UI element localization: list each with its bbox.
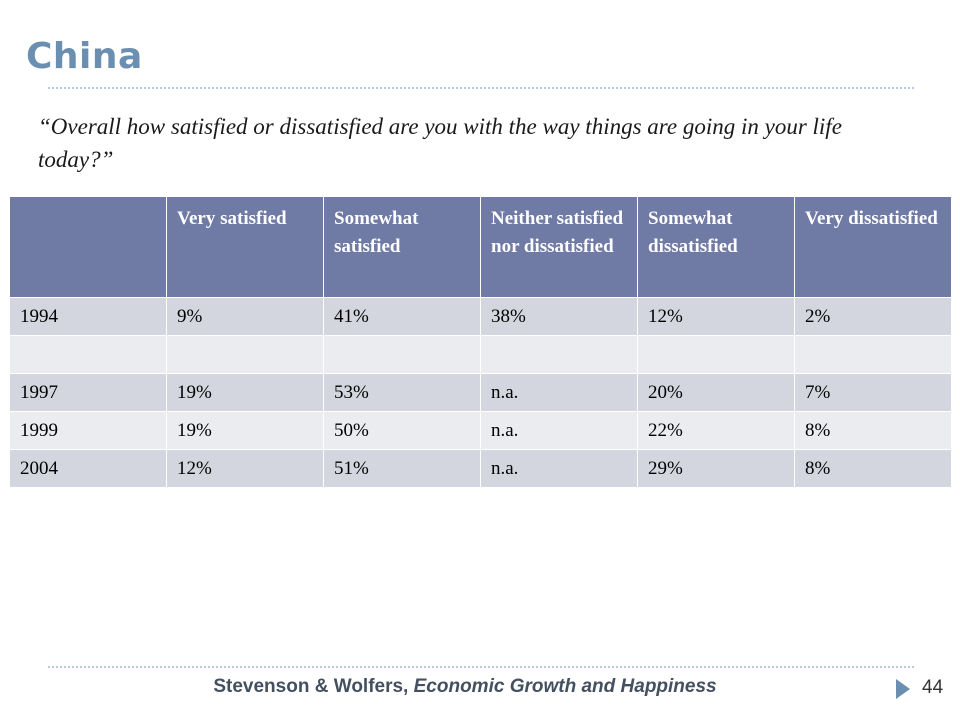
header-very-satisfied: Very satisfied xyxy=(166,196,324,298)
table-cell: 9% xyxy=(166,297,324,336)
satisfaction-table: Very satisfied Somewhat satisfied Neithe… xyxy=(9,196,952,488)
header-very-dissatisfied: Very dissatisfied xyxy=(794,196,952,298)
table-cell: 20% xyxy=(637,373,795,412)
table-cell: n.a. xyxy=(480,373,638,412)
footer-divider xyxy=(48,666,914,668)
page-number: 44 xyxy=(922,677,944,698)
table-row: 1999 19% 50% n.a. 22% 8% xyxy=(9,411,952,450)
table-cell: n.a. xyxy=(480,411,638,450)
table-cell: 12% xyxy=(637,297,795,336)
year-cell: 2004 xyxy=(9,449,167,488)
title-divider xyxy=(48,87,914,89)
table-cell: 29% xyxy=(637,449,795,488)
table-header-row: Very satisfied Somewhat satisfied Neithe… xyxy=(9,196,952,298)
table-cell: 7% xyxy=(794,373,952,412)
table-cell xyxy=(637,335,795,374)
header-year xyxy=(9,196,167,298)
year-cell: 1994 xyxy=(9,297,167,336)
table-row: 2004 12% 51% n.a. 29% 8% xyxy=(9,449,952,488)
slide-arrow-icon xyxy=(896,679,910,699)
year-cell: 1997 xyxy=(9,373,167,412)
table-cell xyxy=(794,335,952,374)
header-neither: Neither satisfied nor dissatisfied xyxy=(480,196,638,298)
table-row-empty xyxy=(9,335,952,374)
footer-authors: Stevenson & Wolfers, xyxy=(213,676,414,697)
slide-title: China xyxy=(26,36,143,77)
table-cell: 41% xyxy=(323,297,481,336)
table-cell xyxy=(323,335,481,374)
table-cell: 2% xyxy=(794,297,952,336)
year-cell: 1999 xyxy=(9,411,167,450)
year-cell xyxy=(9,335,167,374)
table-cell: 53% xyxy=(323,373,481,412)
table-row: 1994 9% 41% 38% 12% 2% xyxy=(9,297,952,336)
footer-citation: Stevenson & Wolfers, Economic Growth and… xyxy=(0,676,930,698)
header-somewhat-satisfied: Somewhat satisfied xyxy=(323,196,481,298)
header-somewhat-dissatisfied: Somewhat dissatisfied xyxy=(637,196,795,298)
table-cell xyxy=(166,335,324,374)
table-cell: 19% xyxy=(166,373,324,412)
table-cell: 22% xyxy=(637,411,795,450)
table-cell: 51% xyxy=(323,449,481,488)
table-row: 1997 19% 53% n.a. 20% 7% xyxy=(9,373,952,412)
table-cell: 8% xyxy=(794,411,952,450)
table-cell: 50% xyxy=(323,411,481,450)
table-cell: 12% xyxy=(166,449,324,488)
table-cell: 38% xyxy=(480,297,638,336)
footer-work-title: Economic Growth and Happiness xyxy=(413,676,717,697)
survey-question: “Overall how satisfied or dissatisfied a… xyxy=(38,114,842,172)
table-cell xyxy=(480,335,638,374)
table-cell: 8% xyxy=(794,449,952,488)
table-cell: 19% xyxy=(166,411,324,450)
table-cell: n.a. xyxy=(480,449,638,488)
